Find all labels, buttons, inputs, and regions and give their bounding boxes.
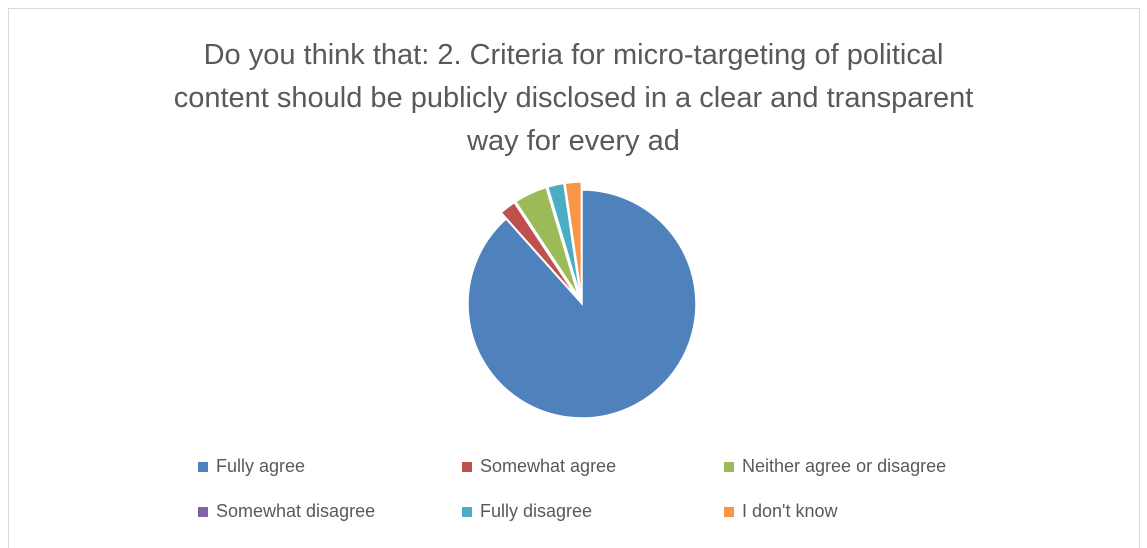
chart-title-line-3: way for every ad — [467, 125, 680, 157]
pie-slice-fully-disagree — [546, 182, 582, 297]
chart-title-line-2: content should be publicly disclosed in … — [173, 82, 974, 114]
chart-title-line-1: Do you think that: 2. Criteria for micro… — [203, 39, 944, 71]
pie-slice-somewhat-agree — [500, 201, 578, 299]
chart-frame — [8, 8, 1140, 548]
pie-slice-neither-agree-or-disagree — [514, 186, 580, 298]
chart-title: Do you think that: 2. Criteria for micro… — [0, 34, 1147, 163]
pie-slice-i-don-t-know — [564, 181, 583, 297]
pie-slice-fully-agree — [467, 189, 697, 419]
